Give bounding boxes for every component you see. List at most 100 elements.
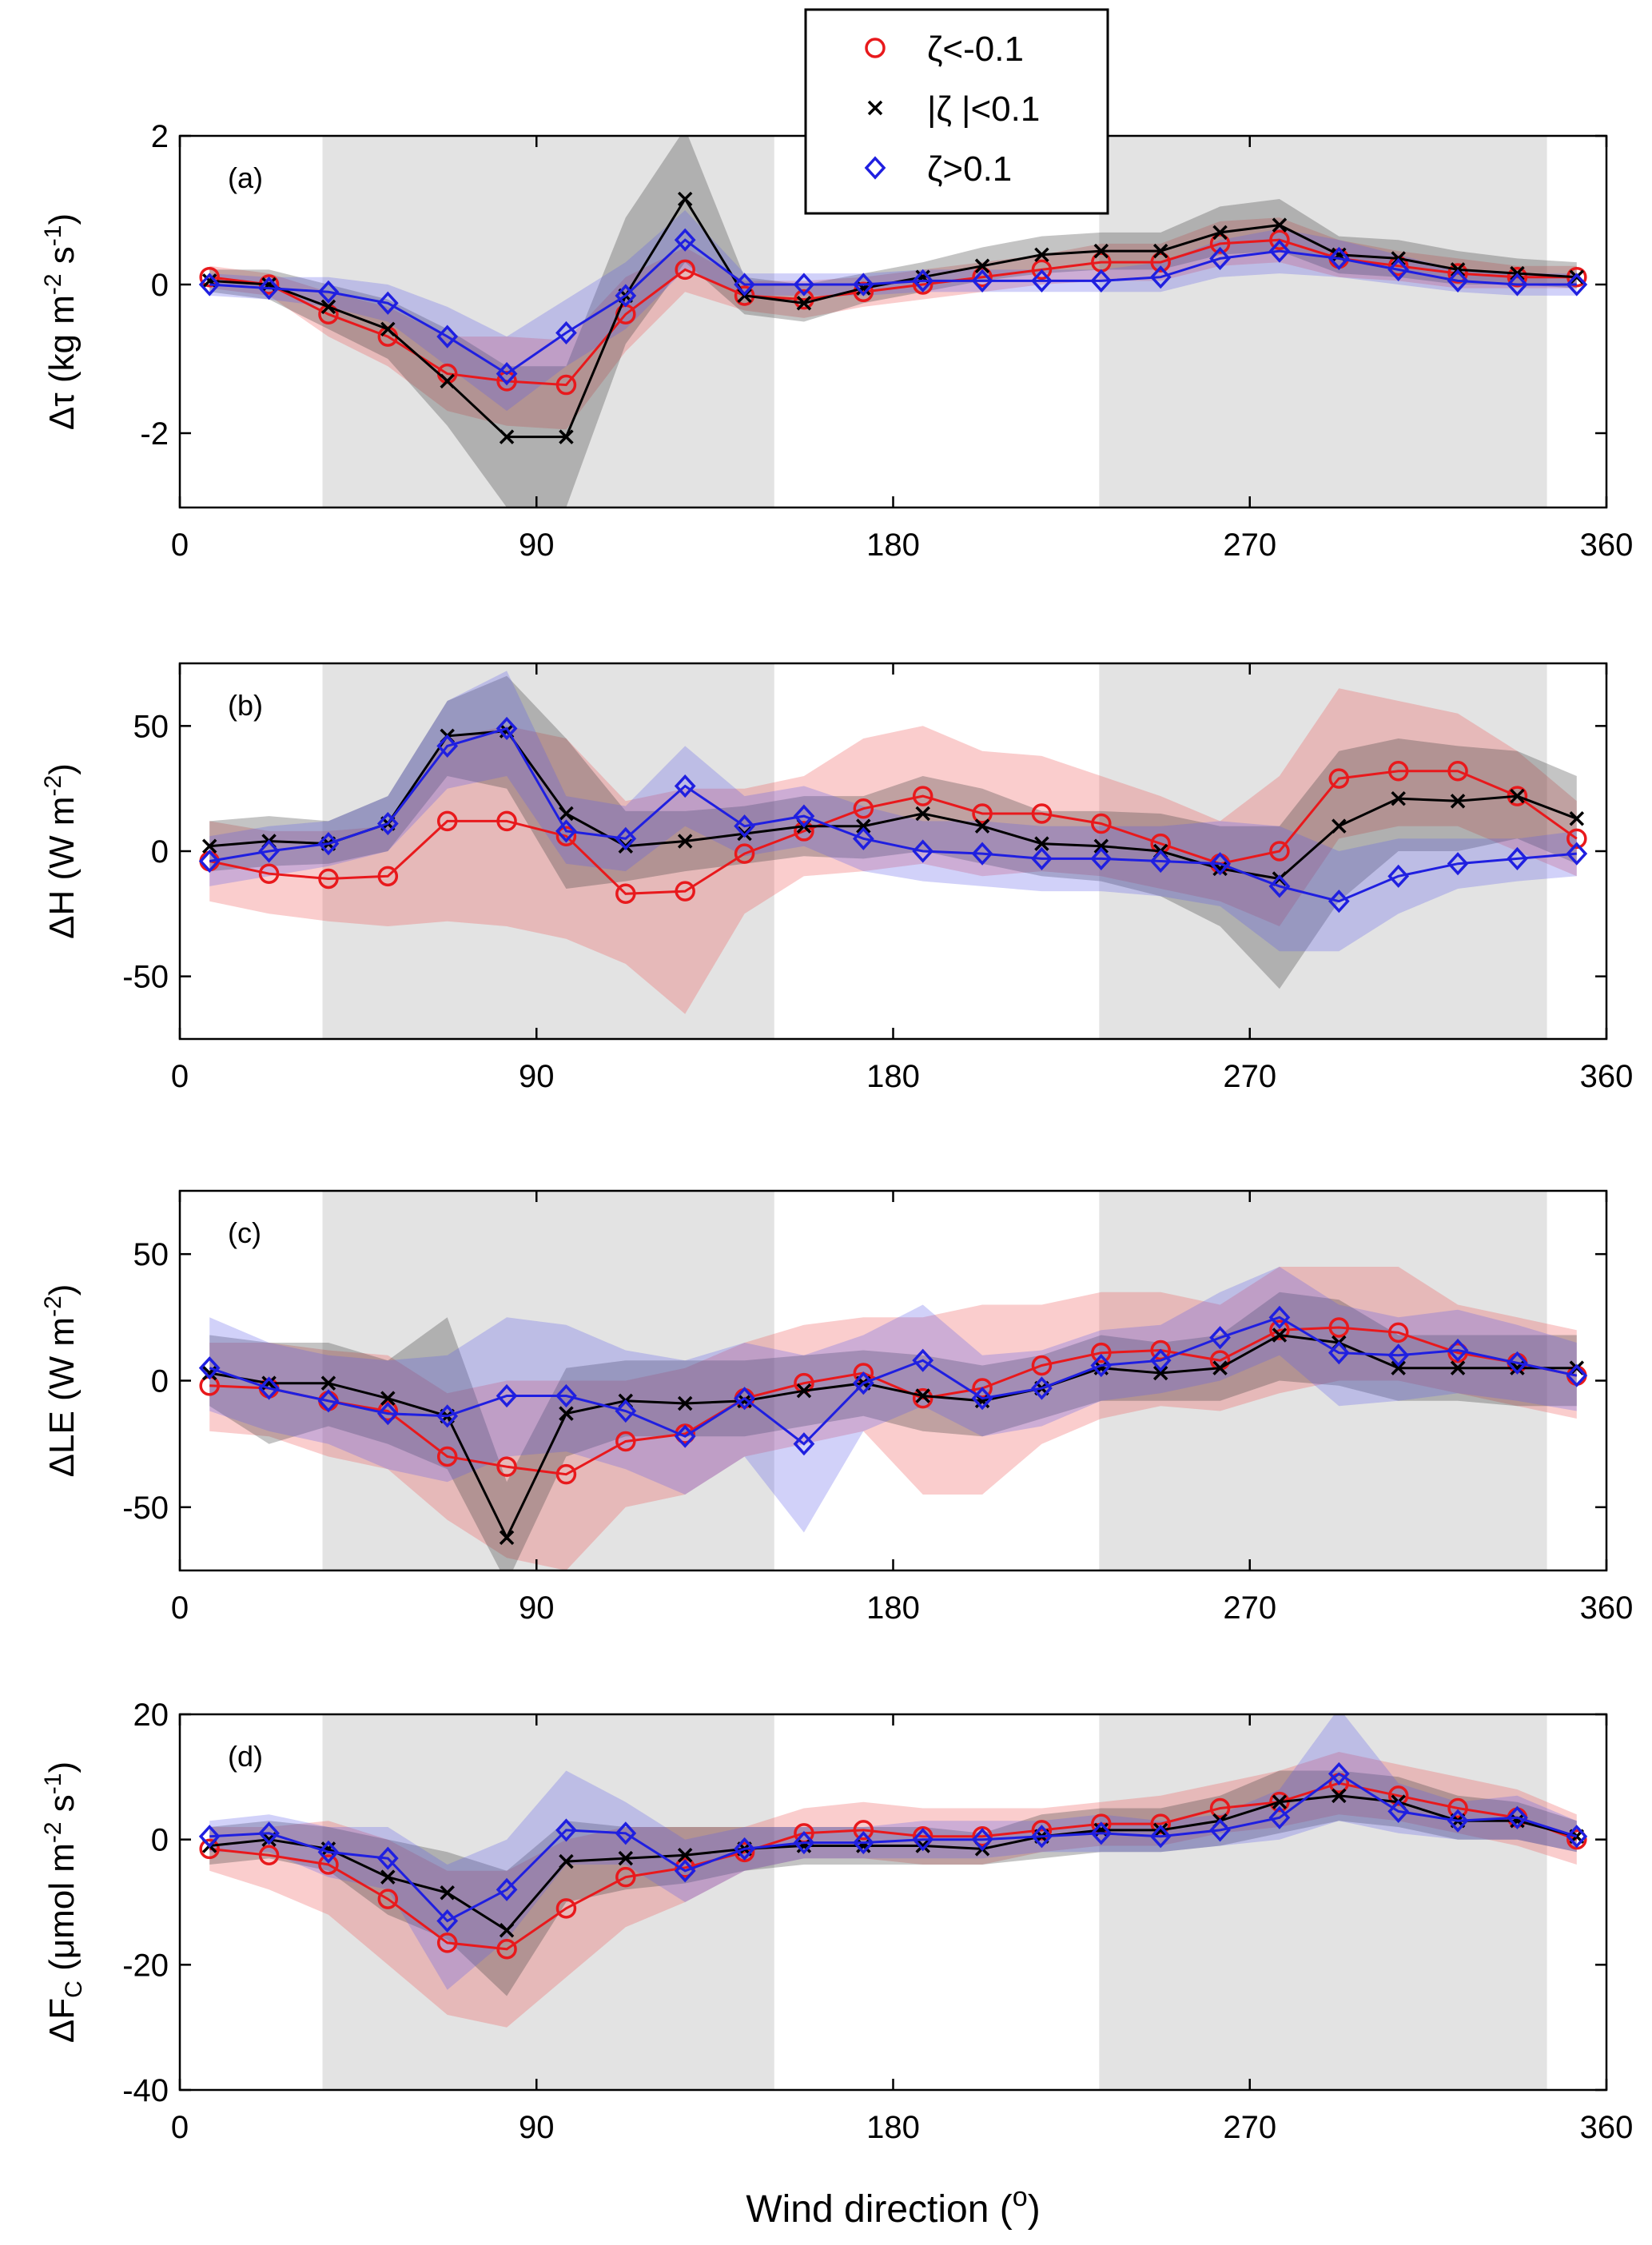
band-black [209, 136, 1577, 508]
point-black-x [1093, 243, 1109, 259]
x-tick-label: 0 [171, 1590, 189, 1626]
y-tick-label: 50 [133, 709, 169, 744]
point-red-circle [853, 798, 874, 819]
point-red-circle [1566, 828, 1587, 850]
point-blue-diamond [198, 1825, 221, 1849]
point-red-circle [555, 826, 577, 846]
point-blue-diamond [1268, 1305, 1291, 1329]
point-red-circle [912, 1387, 933, 1409]
point-blue-diamond [258, 1376, 280, 1400]
point-blue-diamond [198, 273, 221, 297]
panel-c: 0 90 180 270 360 -50 0 50 (c) ΔLE (W m-2) [40, 1189, 1634, 1626]
point-red-circle [377, 866, 399, 887]
x-tick-label: 180 [866, 527, 920, 563]
point-red-circle [1387, 1785, 1409, 1806]
point-black-x [915, 1388, 930, 1403]
point-blue-diamond [971, 1828, 993, 1852]
point-blue-diamond [615, 284, 637, 308]
point-black-x [559, 429, 574, 444]
point-red-circle [318, 868, 339, 890]
y-tick-label: 0 [151, 1364, 169, 1399]
point-red-circle [1447, 263, 1468, 284]
point-black-x [1510, 1813, 1525, 1829]
point-black-x [796, 296, 812, 311]
point-blue-diamond [971, 842, 993, 866]
x-tick-label: 270 [1223, 1059, 1276, 1094]
point-red-circle [1150, 252, 1171, 273]
plot-area [180, 1714, 1606, 2090]
point-black-x [380, 1869, 396, 1885]
point-red-circle [853, 281, 874, 303]
point-blue-diamond [615, 1399, 637, 1423]
legend-marker-circle [865, 38, 886, 58]
point-blue-diamond [317, 280, 340, 304]
point-blue-diamond [1328, 1761, 1350, 1786]
point-black-x [380, 1391, 396, 1406]
point-blue-diamond [1149, 1348, 1172, 1372]
panel-d: 0 90 180 270 360 -40 -20 0 20 (d) ΔFC (μmol m-2 s-… [40, 1698, 1633, 2145]
band-red [209, 217, 1577, 430]
legend-label: |ζ |<0.1 [927, 90, 1040, 129]
shaded-sector-1 [322, 1714, 774, 2090]
y-tick-label: -50 [122, 1491, 169, 1526]
point-blue-diamond [1447, 1809, 1469, 1833]
point-red-circle [1387, 760, 1409, 782]
point-black-x [677, 834, 693, 849]
y-axis-label: ΔLE (W m-2) [40, 1284, 82, 1478]
point-blue-diamond [1328, 890, 1350, 914]
point-red-circle [675, 259, 695, 281]
point-blue-diamond [496, 716, 518, 741]
point-blue-diamond [1268, 874, 1291, 898]
point-blue-diamond [615, 1821, 637, 1845]
point-blue-diamond [317, 1840, 340, 1864]
point-red-circle [615, 1431, 636, 1452]
point-blue-diamond [496, 1383, 518, 1408]
series-line-blue [209, 238, 1577, 376]
y-tick-label: -20 [122, 1948, 169, 1983]
point-blue-diamond [317, 832, 340, 856]
point-blue-diamond [1090, 1821, 1113, 1845]
series-line-blue [209, 726, 1577, 903]
point-blue-diamond [1447, 1338, 1469, 1363]
point-black-x [1152, 1365, 1168, 1381]
point-red-circle [496, 1939, 517, 1960]
point-black-x [499, 429, 515, 444]
series-line-black [209, 1794, 1578, 1933]
point-blue-diamond [496, 1877, 518, 1901]
point-black-x [380, 321, 396, 337]
point-blue-diamond [1090, 269, 1113, 293]
x-tick-label: 0 [171, 527, 189, 563]
series-line-blue [209, 1772, 1578, 1923]
x-tick-label: 360 [1580, 1590, 1634, 1626]
band-black [209, 675, 1577, 989]
y-tick-label: 2 [151, 119, 169, 154]
x-tick-label: 360 [1580, 527, 1634, 563]
point-red-circle [972, 1826, 993, 1847]
point-red-circle [1328, 768, 1350, 789]
panel-label: (c) [228, 1216, 261, 1249]
band-blue [209, 210, 1577, 412]
point-black-x [1034, 247, 1049, 263]
point-black-x [1332, 818, 1347, 834]
series-line-black [209, 730, 1578, 881]
shaded-sector-2 [1099, 1714, 1547, 2090]
point-blue-diamond [971, 1387, 993, 1411]
point-blue-diamond [496, 362, 518, 386]
panel-label: (b) [228, 689, 263, 722]
point-blue-diamond [317, 1389, 340, 1413]
point-blue-diamond [436, 734, 459, 758]
y-tick-label: 0 [151, 1823, 169, 1858]
point-blue-diamond [258, 277, 280, 301]
point-red-circle [199, 266, 220, 288]
point-red-circle [436, 810, 458, 832]
point-red-circle [1031, 1355, 1053, 1376]
point-red-circle [496, 810, 517, 832]
point-red-circle [436, 1446, 458, 1467]
point-blue-diamond [1566, 273, 1588, 297]
point-blue-diamond [912, 839, 934, 863]
point-blue-diamond [793, 1830, 815, 1855]
point-blue-diamond [555, 819, 577, 843]
point-red-circle [436, 1933, 458, 1953]
panel-label: (a) [228, 161, 263, 194]
point-black-x [618, 1850, 634, 1866]
